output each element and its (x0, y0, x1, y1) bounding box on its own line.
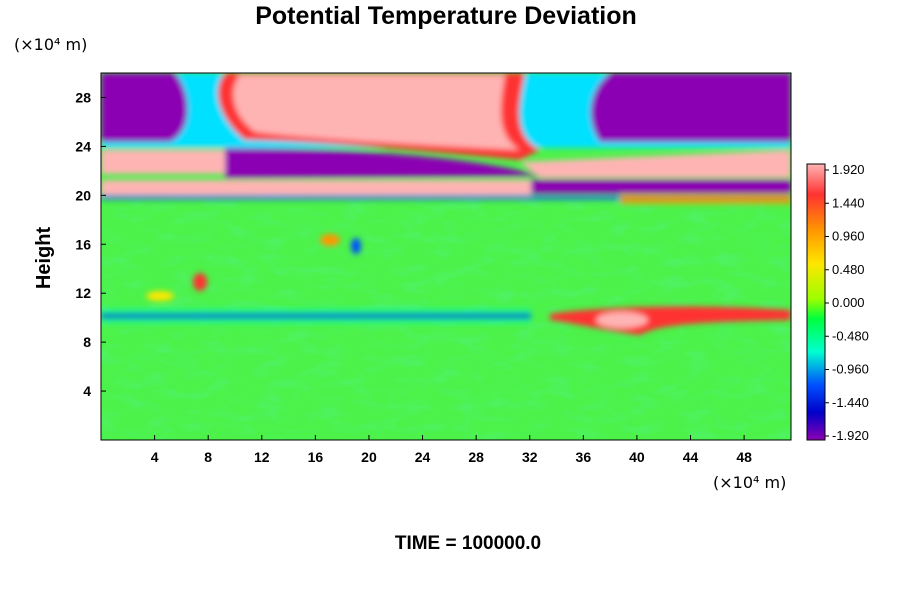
layer-19-blue-strip (101, 195, 791, 200)
x-tick-label: 36 (576, 449, 592, 465)
region-upper-left-negative (101, 73, 188, 142)
x-axis-unit: (×10⁴ m) (713, 473, 786, 492)
region-upper-center-core (233, 75, 521, 150)
x-tick-label: 4 (151, 449, 159, 465)
colorbar-tick-label: 0.000 (832, 295, 865, 310)
x-tick-label: 28 (468, 449, 484, 465)
region-upper-right-negative (590, 73, 791, 142)
time-label: TIME = 100000.0 (395, 533, 541, 554)
anomaly-orange-mid (320, 234, 340, 246)
anomaly-cold-line-halo (101, 308, 531, 324)
layer-22-left-positive (101, 150, 241, 174)
colorbar-tick-label: 1.440 (832, 195, 865, 210)
layer-20-right-negative (531, 180, 791, 193)
colorbar-tick-label: -0.480 (832, 328, 869, 343)
x-tick-label: 16 (308, 449, 324, 465)
layer-22-right-positive (520, 150, 791, 178)
colorbar-tick-label: 1.920 (832, 162, 865, 177)
x-tick-label: 44 (683, 449, 699, 465)
y-tick-label: 4 (83, 383, 91, 399)
x-tick-label: 24 (415, 449, 431, 465)
colorbar-tick-label: 0.960 (832, 229, 865, 244)
y-tick-label: 28 (75, 89, 91, 105)
x-tick-label: 32 (522, 449, 538, 465)
anomaly-red-small (193, 273, 207, 291)
x-tick-label: 12 (254, 449, 270, 465)
y-tick-label: 20 (75, 187, 91, 203)
y-axis-label: Height (33, 227, 55, 290)
colorbar: 1.920 1.440 0.960 0.480 0.000 -0.480 -0.960 -1.… (806, 162, 869, 443)
y-tick-label: 24 (75, 138, 91, 154)
colorbar-tick-label: 0.480 (832, 262, 865, 277)
x-axis-ticks: 4 8 12 16 20 24 28 32 36 40 44 48 (151, 435, 752, 465)
y-tick-label: 16 (75, 236, 91, 252)
colorbar-tick-label: -1.920 (832, 428, 869, 443)
chart-title: Potential Temperature Deviation (255, 2, 637, 30)
x-tick-label: 40 (629, 449, 645, 465)
y-axis-unit: (×10⁴ m) (14, 35, 87, 54)
colorbar-gradient (806, 163, 826, 441)
layer-22-center-negative (225, 148, 540, 178)
y-tick-label: 12 (75, 285, 91, 301)
colorbar-tick-label: -0.960 (832, 362, 869, 377)
colorbar-ticks: 1.920 1.440 0.960 0.480 0.000 -0.480 -0.960 -1.… (825, 162, 869, 443)
plot-frame (100, 72, 792, 441)
x-tick-label: 48 (736, 449, 752, 465)
anomaly-yellow-left (146, 291, 174, 301)
heatmap-field (101, 73, 791, 440)
y-axis-ticks: 4 8 12 16 20 24 28 (75, 89, 106, 399)
anomaly-blue-mid (351, 238, 361, 254)
anomaly-warm-core (596, 312, 648, 328)
x-tick-label: 8 (204, 449, 212, 465)
x-tick-label: 20 (361, 449, 377, 465)
y-tick-label: 8 (83, 334, 91, 350)
layer-19-right-orange (620, 194, 791, 204)
colorbar-tick-label: -1.440 (832, 395, 869, 410)
layer-20-positive (101, 180, 531, 195)
